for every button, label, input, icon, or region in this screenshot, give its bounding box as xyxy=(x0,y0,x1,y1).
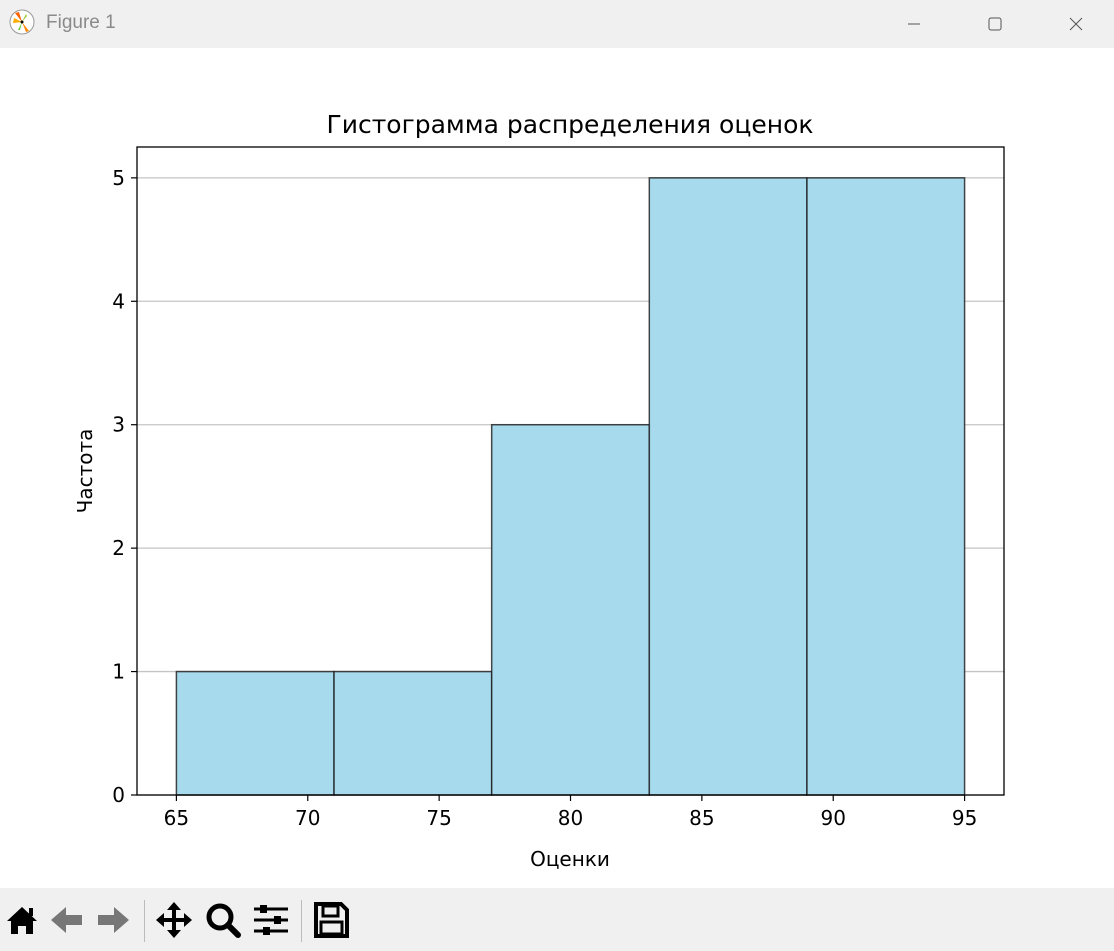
histogram-bar xyxy=(490,423,651,796)
window-title: Figure 1 xyxy=(46,12,116,33)
x-tick-label: 75 xyxy=(426,806,451,830)
figure-canvas: 0 1 2 3 4 5 65 70 75 80 85 90 95 Гистограмма распред… xyxy=(0,48,1114,888)
toolbar-separator xyxy=(144,900,145,942)
chart-title: Гистограмма распределения оценок xyxy=(327,110,814,139)
pan-icon[interactable] xyxy=(155,900,193,940)
histogram-bar xyxy=(333,670,493,796)
x-tick-label: 95 xyxy=(952,806,977,830)
toolbar-separator xyxy=(301,900,302,942)
close-button[interactable] xyxy=(1036,0,1114,48)
navigation-toolbar xyxy=(0,888,1114,951)
x-tick-label: 80 xyxy=(558,806,583,830)
y-tick-label: 4 xyxy=(112,289,125,313)
histogram-bar xyxy=(806,177,966,796)
forward-icon[interactable] xyxy=(94,900,132,940)
zoom-icon[interactable] xyxy=(204,900,242,940)
configure-subplots-icon[interactable] xyxy=(252,900,290,940)
y-tick-label: 2 xyxy=(112,536,125,560)
minimize-button[interactable] xyxy=(874,0,954,48)
x-tick-label: 70 xyxy=(295,806,320,830)
save-icon[interactable] xyxy=(312,900,350,940)
y-tick-label: 3 xyxy=(112,413,125,437)
maximize-button[interactable] xyxy=(955,0,1035,48)
x-tick-label: 90 xyxy=(821,806,846,830)
x-tick-label: 85 xyxy=(689,806,714,830)
y-tick-label: 0 xyxy=(112,783,125,807)
title-bar: Figure 1 xyxy=(0,0,1114,48)
back-icon[interactable] xyxy=(48,900,86,940)
matplotlib-logo-icon xyxy=(9,9,35,35)
home-icon[interactable] xyxy=(3,900,41,940)
y-axis-label: Частота xyxy=(73,429,97,514)
histogram-bar xyxy=(175,670,335,796)
histogram-bar xyxy=(648,177,808,796)
x-tick-label: 65 xyxy=(164,806,189,830)
histogram-chart: 0 1 2 3 4 5 65 70 75 80 85 90 95 Гистограмма распред… xyxy=(73,110,1005,871)
x-axis-label: Оценки xyxy=(530,847,610,871)
y-tick-label: 1 xyxy=(112,660,125,684)
y-tick-label: 5 xyxy=(112,166,125,190)
